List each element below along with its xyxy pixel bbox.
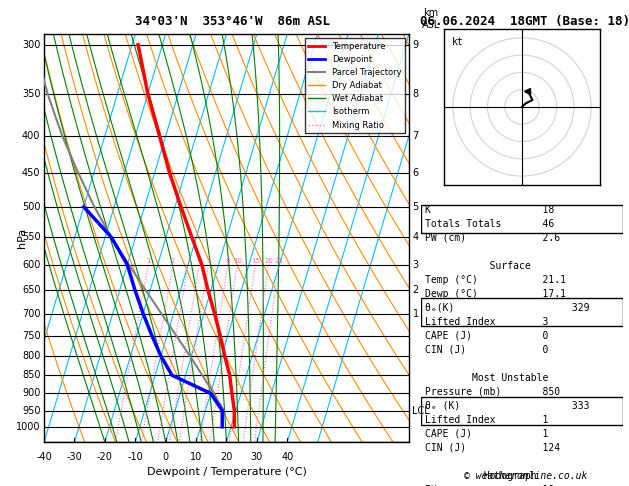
Text: 550: 550 bbox=[22, 232, 40, 242]
Text: 06.06.2024  18GMT (Base: 18): 06.06.2024 18GMT (Base: 18) bbox=[420, 15, 629, 28]
Text: 25: 25 bbox=[275, 258, 283, 264]
Text: 10: 10 bbox=[233, 258, 242, 264]
Text: LCL: LCL bbox=[413, 405, 430, 416]
Text: 4: 4 bbox=[413, 232, 419, 242]
Text: 20: 20 bbox=[220, 452, 233, 463]
Text: 3: 3 bbox=[186, 258, 191, 264]
Text: 20: 20 bbox=[264, 258, 273, 264]
Text: -40: -40 bbox=[36, 452, 52, 463]
Text: 450: 450 bbox=[22, 169, 40, 178]
Text: 1000: 1000 bbox=[16, 422, 40, 432]
Text: 800: 800 bbox=[22, 351, 40, 361]
Text: 1: 1 bbox=[146, 258, 151, 264]
Text: K                   18
Totals Totals       46
PW (cm)             2.6
          : K 18 Totals Totals 46 PW (cm) 2.6 bbox=[425, 205, 602, 486]
Text: 0: 0 bbox=[162, 452, 169, 463]
Text: 3: 3 bbox=[413, 260, 419, 270]
Text: 5: 5 bbox=[206, 258, 211, 264]
Text: kt: kt bbox=[452, 37, 464, 47]
Text: -10: -10 bbox=[127, 452, 143, 463]
Text: 900: 900 bbox=[22, 388, 40, 399]
Text: 700: 700 bbox=[22, 309, 40, 319]
Text: 8: 8 bbox=[413, 88, 419, 99]
Text: 950: 950 bbox=[22, 405, 40, 416]
Text: -20: -20 bbox=[97, 452, 113, 463]
Text: 40: 40 bbox=[281, 452, 293, 463]
Text: 6: 6 bbox=[413, 169, 419, 178]
Text: 500: 500 bbox=[22, 202, 40, 212]
Text: 8: 8 bbox=[226, 258, 230, 264]
Text: 4: 4 bbox=[198, 258, 202, 264]
Text: 750: 750 bbox=[22, 330, 40, 341]
Text: hPa: hPa bbox=[17, 228, 27, 248]
Text: 350: 350 bbox=[22, 88, 40, 99]
Text: 10: 10 bbox=[190, 452, 202, 463]
Text: Dewpoint / Temperature (°C): Dewpoint / Temperature (°C) bbox=[147, 467, 306, 477]
Text: 2: 2 bbox=[171, 258, 175, 264]
Text: 300: 300 bbox=[22, 40, 40, 50]
Text: 2: 2 bbox=[413, 285, 419, 295]
Text: 7: 7 bbox=[413, 131, 419, 141]
Text: 1: 1 bbox=[413, 309, 419, 319]
Text: 850: 850 bbox=[22, 370, 40, 380]
Text: 5: 5 bbox=[413, 202, 419, 212]
Text: km
ASL: km ASL bbox=[421, 8, 440, 30]
Text: -30: -30 bbox=[67, 452, 82, 463]
Text: 400: 400 bbox=[22, 131, 40, 141]
Text: © weatheronline.co.uk: © weatheronline.co.uk bbox=[464, 471, 587, 481]
Legend: Temperature, Dewpoint, Parcel Trajectory, Dry Adiabat, Wet Adiabat, Isotherm, Mi: Temperature, Dewpoint, Parcel Trajectory… bbox=[305, 38, 404, 133]
Text: 34°03'N  353°46'W  86m ASL: 34°03'N 353°46'W 86m ASL bbox=[135, 15, 330, 28]
Text: 600: 600 bbox=[22, 260, 40, 270]
Text: 9: 9 bbox=[413, 40, 419, 50]
Text: 650: 650 bbox=[22, 285, 40, 295]
Text: 30: 30 bbox=[251, 452, 263, 463]
Text: 15: 15 bbox=[251, 258, 260, 264]
